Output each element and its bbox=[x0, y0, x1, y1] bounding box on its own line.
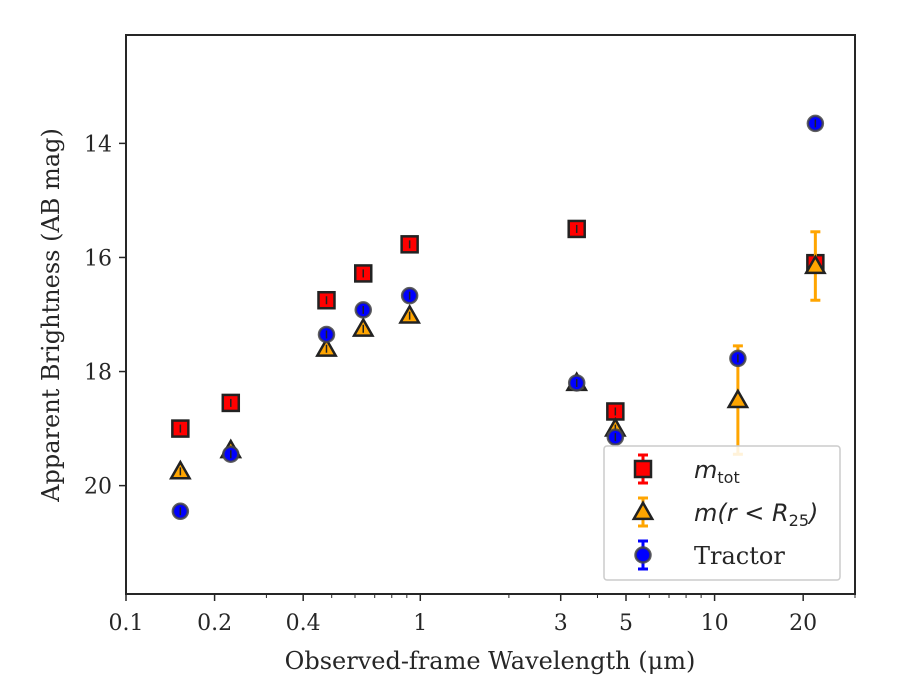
x-tick-label-4: 3 bbox=[554, 611, 568, 636]
series-0 bbox=[171, 219, 825, 438]
series-2 bbox=[171, 114, 825, 521]
legend-entry-2: Tractor bbox=[634, 539, 785, 571]
legend-entry-1: m(r < R25) bbox=[631, 496, 818, 530]
x-tick-label-1: 0.2 bbox=[197, 611, 232, 636]
legend-marker-1 bbox=[631, 500, 655, 521]
x-tick-label-0: 0.1 bbox=[109, 611, 144, 636]
legend-entry-0: mtot bbox=[633, 453, 740, 487]
legend-label-0: mtot bbox=[694, 456, 740, 487]
legend-marker-0 bbox=[633, 459, 653, 479]
legend-box bbox=[603, 445, 841, 581]
series-1-point-7 bbox=[726, 388, 750, 409]
plot-frame bbox=[125, 34, 856, 595]
series-1-point-8 bbox=[804, 254, 827, 275]
x-axis-label: Observed-frame Wavelength (μm) bbox=[285, 647, 696, 675]
x-tick-label-3: 1 bbox=[413, 611, 427, 636]
y-tick-label-2: 18 bbox=[84, 361, 112, 386]
y-tick-label-1: 16 bbox=[84, 246, 112, 271]
y-tick-label-3: 20 bbox=[84, 475, 112, 500]
data-marks bbox=[168, 114, 827, 521]
legend-marker-2 bbox=[634, 546, 652, 564]
legend-label-2: Tractor bbox=[694, 542, 785, 570]
legend: mtot m(r < R25) Tractor bbox=[603, 445, 841, 581]
x-tick-label-5: 5 bbox=[619, 611, 633, 636]
x-tick-label-6: 10 bbox=[701, 611, 729, 636]
x-tick-label-7: 20 bbox=[789, 611, 817, 636]
legend-label-1: m(r < R25) bbox=[694, 499, 818, 530]
y-axis-label: Apparent Brightness (AB mag) bbox=[37, 128, 65, 503]
x-tick-label-2: 0.4 bbox=[286, 611, 321, 636]
axis-ticks: 0.1 0.2 0.4 1 3 5 10 20 14 16 18 20 bbox=[84, 132, 856, 636]
y-tick-label-0: 14 bbox=[84, 132, 112, 157]
